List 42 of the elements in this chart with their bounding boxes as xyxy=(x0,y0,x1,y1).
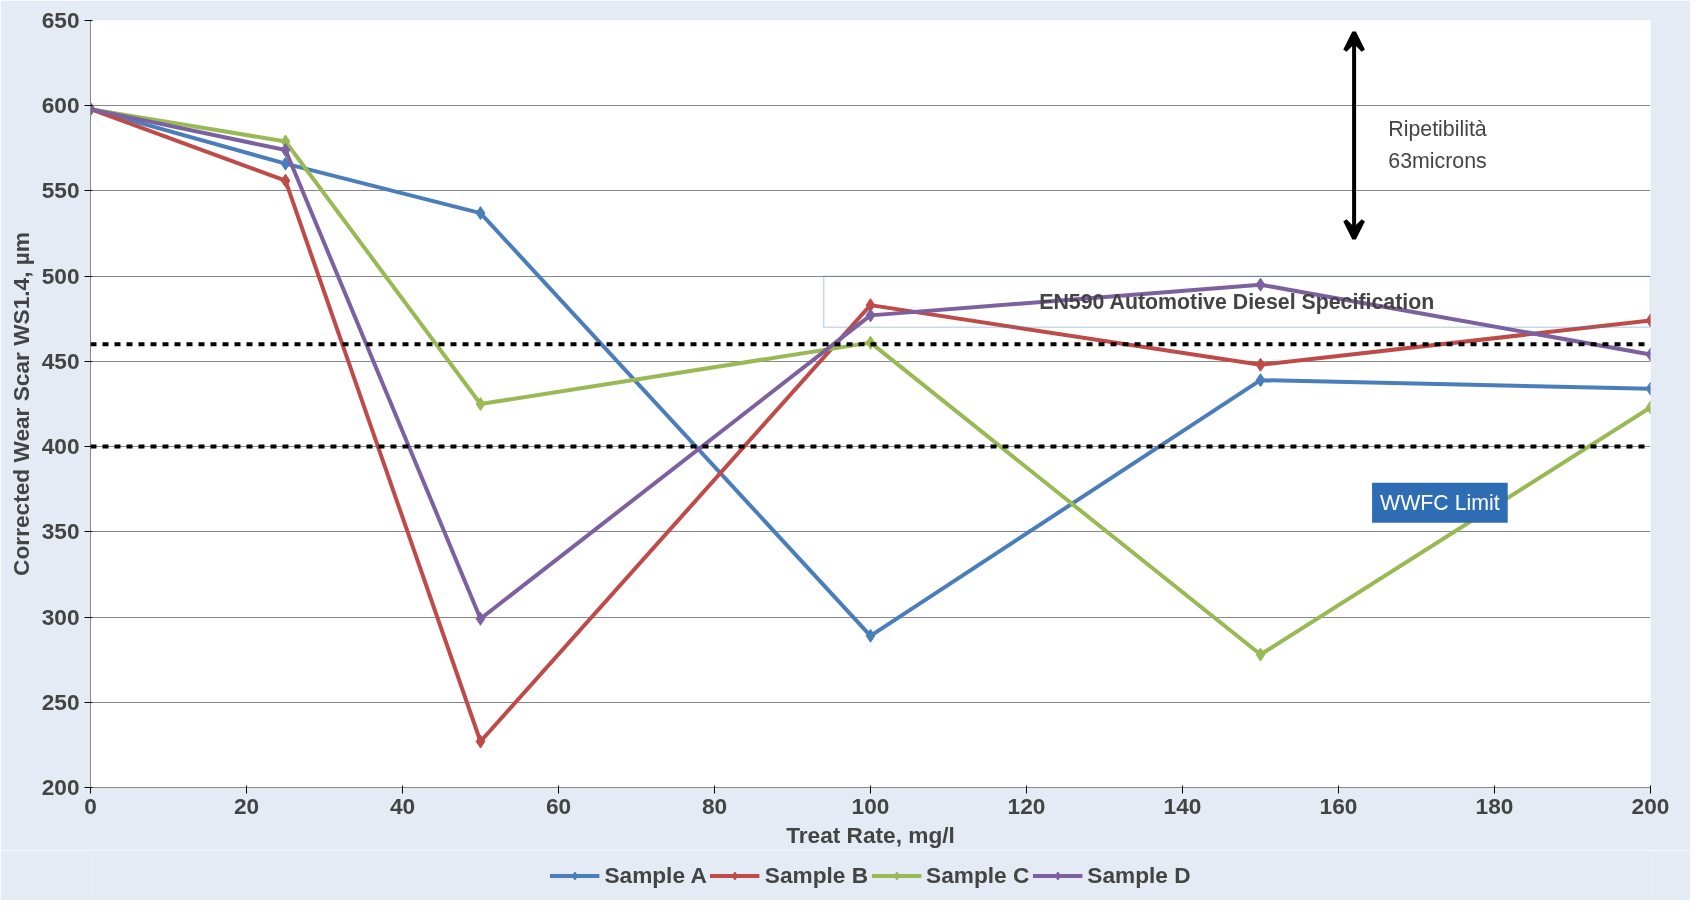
y-axis-title: Corrected Wear Scar WS1.4, µm xyxy=(7,232,34,576)
legend-label: Sample C xyxy=(926,861,1030,889)
x-tick-label: 140 xyxy=(1163,792,1202,819)
legend-label: Sample D xyxy=(1087,861,1191,889)
annotation: Ripetibilità 63microns xyxy=(1388,117,1487,173)
x-tick-label: 100 xyxy=(851,792,890,819)
y-tick-label: 400 xyxy=(41,433,80,460)
point xyxy=(475,611,486,626)
point xyxy=(280,156,291,171)
y-tick-label: 250 xyxy=(41,688,80,715)
point xyxy=(280,173,291,188)
legend-label: Sample A xyxy=(604,861,707,889)
point xyxy=(1255,277,1266,292)
point xyxy=(475,397,486,411)
ref-line-label: WWFC Limit xyxy=(1380,490,1500,515)
point xyxy=(865,628,876,643)
y-tick-label: 650 xyxy=(41,7,80,33)
y-tick-label: 350 xyxy=(41,518,80,545)
x-tick-label: 60 xyxy=(545,792,572,819)
x-tick-label: 80 xyxy=(701,792,728,819)
y-tick-label: 200 xyxy=(41,774,80,800)
x-tick-label: 200 xyxy=(1631,792,1670,819)
y-tick-label: 550 xyxy=(41,177,80,204)
point xyxy=(1255,647,1266,662)
y-tick-label: 500 xyxy=(41,262,80,289)
x-tick-label: 180 xyxy=(1475,792,1514,819)
y-tick-label: 300 xyxy=(41,603,80,630)
x-tick-label: 160 xyxy=(1319,792,1358,819)
point xyxy=(475,734,486,749)
y-tick-label: 450 xyxy=(41,347,80,374)
point xyxy=(865,308,876,323)
point xyxy=(475,206,486,221)
x-tick-label: 20 xyxy=(233,792,260,819)
legend-label: Sample B xyxy=(764,861,869,889)
x-tick-label: 40 xyxy=(389,792,416,819)
x-tick-label: 120 xyxy=(1007,792,1046,819)
point xyxy=(1255,357,1266,372)
x-tick-label: 0 xyxy=(84,792,97,819)
point xyxy=(1255,373,1266,388)
point xyxy=(280,143,291,158)
x-axis-title: Treat Rate, mg/l xyxy=(786,821,955,848)
y-tick-label: 600 xyxy=(41,92,80,119)
